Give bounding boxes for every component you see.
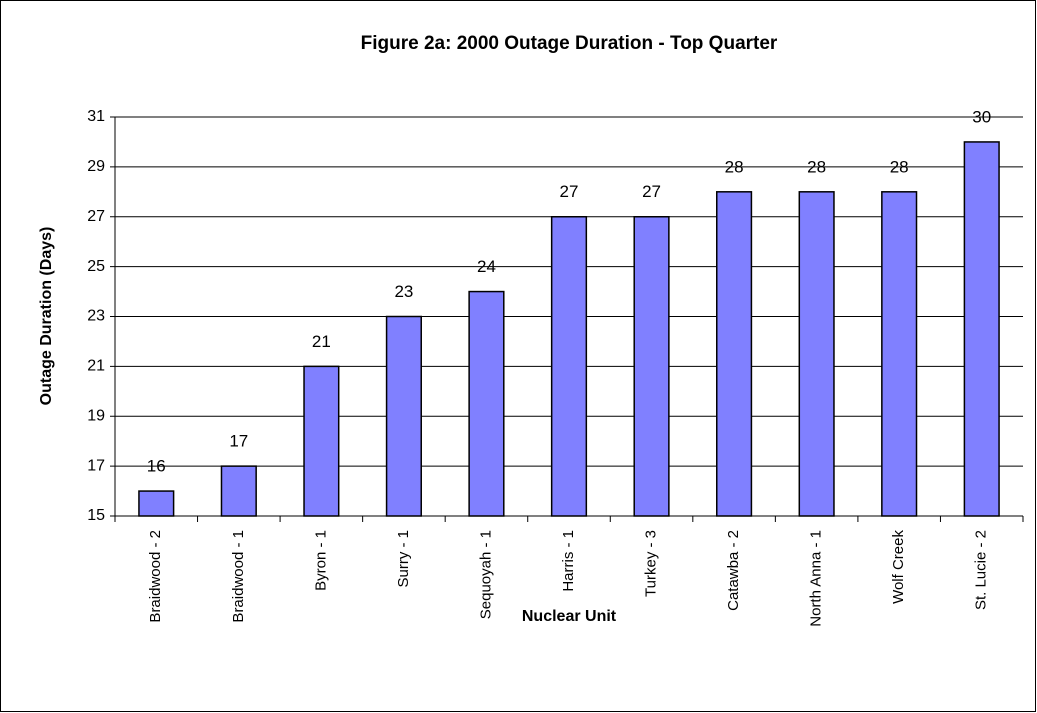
y-axis-label: Outage Duration (Days): [38, 227, 55, 406]
bar: [220, 465, 257, 517]
data-label: 28: [725, 157, 744, 176]
bar: [798, 191, 835, 517]
x-tick-label: Catawba - 2: [725, 530, 742, 611]
y-tick-label: 19: [87, 407, 105, 424]
x-tick-label: Turkey - 3: [643, 530, 660, 597]
y-tick-label: 25: [87, 258, 105, 275]
x-axis-label: Nuclear Unit: [522, 608, 617, 625]
data-label: 21: [312, 332, 331, 351]
x-tick-label: North Anna - 1: [808, 530, 825, 627]
data-label: 30: [972, 107, 991, 126]
data-label: 16: [147, 457, 166, 476]
y-tick-label: 29: [87, 158, 105, 175]
chart-title: Figure 2a: 2000 Outage Duration - Top Qu…: [361, 33, 778, 54]
bar: [303, 365, 340, 517]
x-tick-label: Surry - 1: [395, 530, 412, 588]
y-tick-label: 23: [87, 308, 105, 325]
bar: [716, 191, 753, 517]
y-tick-label: 27: [87, 208, 105, 225]
y-tick-label: 17: [87, 457, 105, 474]
bar: [468, 290, 505, 517]
data-label: 23: [394, 282, 413, 301]
data-label: 28: [807, 157, 826, 176]
bar: [633, 216, 670, 517]
data-label: 24: [477, 257, 496, 276]
bar: [881, 191, 918, 517]
x-tick-label: Braidwood - 2: [147, 530, 164, 623]
data-label: 28: [890, 157, 909, 176]
x-tick-label: Harris - 1: [560, 530, 577, 592]
y-tick-label: 31: [87, 108, 105, 125]
x-tick-label: Byron - 1: [312, 530, 329, 591]
data-label: 17: [229, 432, 248, 451]
data-label: 27: [560, 182, 579, 201]
x-tick-label: Braidwood - 1: [230, 530, 247, 623]
x-tick-label: Sequoyah - 1: [477, 530, 494, 619]
bar: [385, 315, 422, 517]
x-tick-label: Wolf Creek: [890, 530, 907, 604]
x-tick-label: St. Lucie - 2: [973, 530, 990, 610]
y-tick-label: 21: [87, 358, 105, 375]
data-label: 27: [642, 182, 661, 201]
bar: [138, 490, 175, 517]
y-tick-label: 15: [87, 507, 105, 524]
bar: [963, 141, 1000, 517]
bar: [550, 216, 588, 517]
